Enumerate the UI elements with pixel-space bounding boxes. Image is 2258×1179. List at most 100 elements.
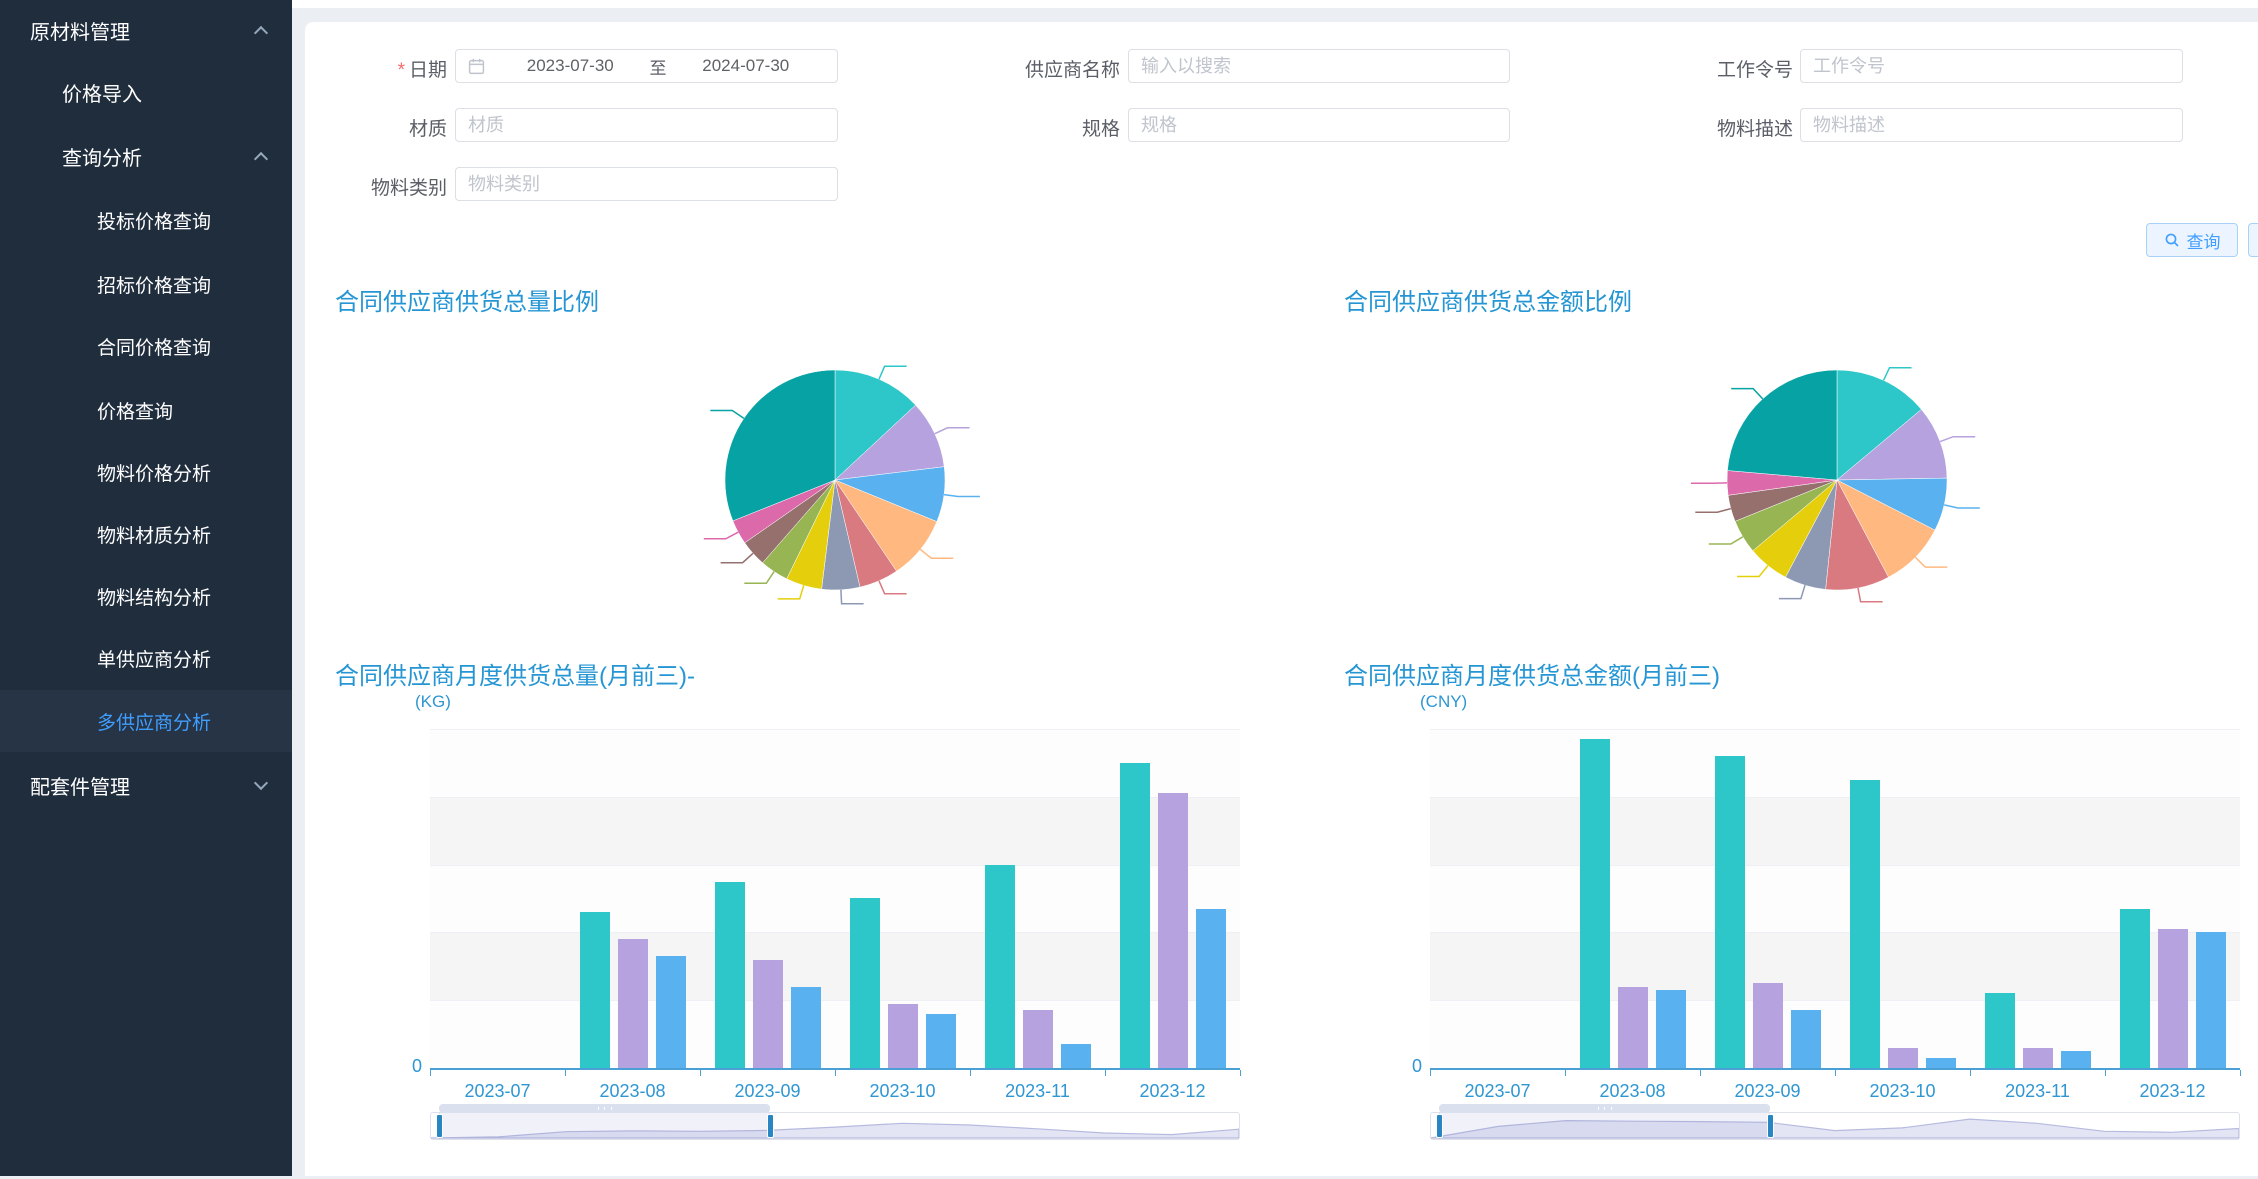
pie-label-leader-line	[879, 366, 907, 379]
bar[interactable]	[1791, 1010, 1821, 1068]
bar-volume-title: 合同供应商月度供货总量(月前三)-	[335, 656, 695, 691]
bar[interactable]	[1656, 990, 1686, 1068]
sidebar-item-bid-price-query[interactable]: 投标价格查询	[0, 192, 292, 248]
bar[interactable]	[580, 912, 610, 1068]
bar[interactable]	[1926, 1058, 1956, 1068]
material-category-input[interactable]	[455, 167, 838, 201]
datazoom-drag-bar[interactable]	[439, 1104, 770, 1113]
x-axis-label: 2023-08	[1565, 1081, 1700, 1103]
material-desc-input[interactable]	[1800, 108, 2183, 142]
bar[interactable]	[1715, 756, 1745, 1068]
y-axis-zero-label: 0	[400, 1056, 422, 1077]
pie-chart-supply-volume	[625, 348, 1045, 628]
bar-amount-title: 合同供应商月度供货总金额(月前三)	[1344, 656, 1720, 691]
sidebar-item-tender-price-query[interactable]: 招标价格查询	[0, 256, 292, 312]
x-axis-tick	[1240, 1070, 1241, 1076]
grid-band	[430, 865, 1240, 933]
plot-area	[430, 729, 1240, 1068]
gridline	[1430, 729, 2240, 730]
datazoom-grip-icon	[598, 1107, 612, 1110]
bar[interactable]	[985, 865, 1015, 1068]
partial-button[interactable]	[2248, 223, 2258, 257]
bar[interactable]	[850, 898, 880, 1068]
x-axis-label: 2023-09	[1700, 1081, 1835, 1103]
bar[interactable]	[618, 939, 648, 1068]
bar[interactable]	[926, 1014, 956, 1068]
sidebar-item-price-query[interactable]: 价格查询	[0, 382, 292, 438]
material-input[interactable]	[455, 108, 838, 142]
grid-band	[430, 1000, 1240, 1068]
bar[interactable]	[1580, 739, 1610, 1068]
bar[interactable]	[1618, 987, 1648, 1068]
bar[interactable]	[1158, 793, 1188, 1068]
pie-slice[interactable]	[1727, 370, 1837, 480]
x-axis-tick	[1835, 1070, 1836, 1076]
sidebar-item-price-import[interactable]: 价格导入	[0, 64, 292, 120]
sidebar-item-query-analysis[interactable]: 查询分析	[0, 128, 292, 184]
x-axis-label: 2023-11	[970, 1081, 1105, 1103]
bar[interactable]	[1061, 1044, 1091, 1068]
bar-volume-unit-label: (KG)	[415, 692, 451, 712]
datazoom-handle-left[interactable]	[1436, 1114, 1443, 1138]
spec-input[interactable]	[1128, 108, 1510, 142]
sidebar-item-material-price-analysis[interactable]: 物料价格分析	[0, 444, 292, 500]
pie-label-leader-line	[1940, 437, 1975, 442]
bar[interactable]	[2196, 932, 2226, 1068]
x-axis-label: 2023-12	[1105, 1081, 1240, 1103]
bar[interactable]	[1023, 1010, 1053, 1068]
bar[interactable]	[1753, 983, 1783, 1068]
bar[interactable]	[1985, 993, 2015, 1068]
x-axis-label: 2023-08	[565, 1081, 700, 1103]
bar[interactable]	[2023, 1048, 2053, 1068]
bar[interactable]	[888, 1004, 918, 1068]
x-axis-tick	[2240, 1070, 2241, 1076]
grid-band	[430, 932, 1240, 1000]
pie-label-leader-line	[1737, 566, 1768, 577]
pie-volume-title: 合同供应商供货总量比例	[335, 282, 599, 317]
datazoom-slider[interactable]	[1430, 1112, 2240, 1140]
datazoom-handle-right[interactable]	[1767, 1114, 1774, 1138]
sidebar-item-material-structure-analysis[interactable]: 物料结构分析	[0, 568, 292, 624]
chevron-up-icon	[254, 26, 268, 40]
datazoom-slider[interactable]	[430, 1112, 1240, 1140]
sidebar-item-accessory-mgmt[interactable]: 配套件管理	[0, 757, 292, 813]
gridline	[430, 729, 1240, 730]
x-axis-tick	[430, 1070, 431, 1076]
date-range-input[interactable]: 2023-07-30 至 2024-07-30	[455, 49, 838, 83]
bar[interactable]	[2158, 929, 2188, 1068]
supplier-name-input[interactable]	[1128, 49, 1510, 83]
datazoom-selection[interactable]	[1439, 1113, 1770, 1139]
bar[interactable]	[715, 882, 745, 1068]
bar[interactable]	[753, 960, 783, 1068]
datazoom-selection[interactable]	[439, 1113, 770, 1139]
date-end[interactable]: 2024-07-30	[702, 56, 789, 76]
bar[interactable]	[656, 956, 686, 1068]
bar[interactable]	[2061, 1051, 2091, 1068]
datazoom-handle-left[interactable]	[436, 1114, 443, 1138]
datazoom-grip-icon	[1598, 1107, 1612, 1110]
datazoom-drag-bar[interactable]	[1439, 1104, 1770, 1113]
sidebar-item-raw-material-mgmt[interactable]: 原材料管理	[0, 2, 292, 58]
bar[interactable]	[1850, 780, 1880, 1068]
x-axis-tick	[565, 1070, 566, 1076]
material-desc-label: 物料描述	[1658, 114, 1793, 141]
sidebar-item-single-supplier-analysis[interactable]: 单供应商分析	[0, 630, 292, 686]
sidebar-item-contract-price-query[interactable]: 合同价格查询	[0, 318, 292, 374]
bar[interactable]	[791, 987, 821, 1068]
calendar-icon	[468, 58, 485, 75]
datazoom-handle-right[interactable]	[767, 1114, 774, 1138]
query-button[interactable]: 查询	[2146, 223, 2238, 257]
bar[interactable]	[1888, 1048, 1918, 1068]
work-order-input[interactable]	[1800, 49, 2183, 83]
bar[interactable]	[2120, 909, 2150, 1068]
sidebar: 原材料管理 价格导入 查询分析 投标价格查询 招标价格查询 合同价格查询 价格查…	[0, 0, 292, 1176]
pie-label-leader-line	[704, 532, 738, 539]
bar[interactable]	[1196, 909, 1226, 1068]
supplier-name-label: 供应商名称	[985, 55, 1120, 82]
bar[interactable]	[1120, 763, 1150, 1068]
date-start[interactable]: 2023-07-30	[527, 56, 614, 76]
sidebar-item-multi-supplier-analysis[interactable]: 多供应商分析	[0, 690, 292, 752]
sidebar-item-material-quality-analysis[interactable]: 物料材质分析	[0, 506, 292, 562]
